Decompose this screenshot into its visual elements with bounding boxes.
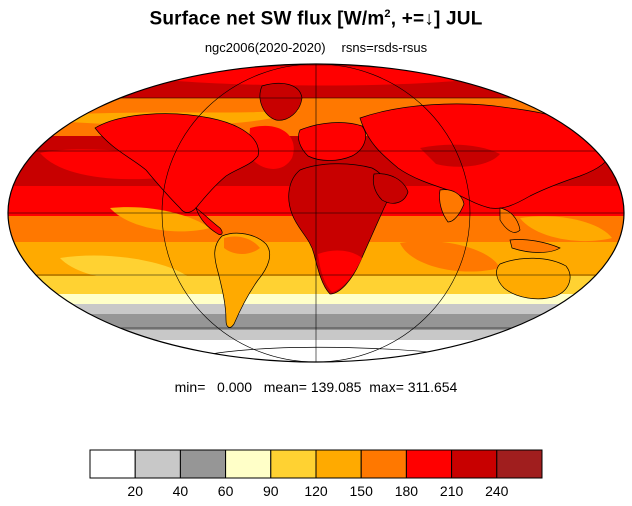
land-central-asia	[420, 144, 500, 167]
colorbar-tick-label: 90	[263, 483, 279, 499]
map-title: Surface net SW flux [W/m2, +=↓] JUL	[149, 8, 483, 30]
map-border	[7, 63, 625, 363]
colorbar-tick-label: 40	[173, 483, 189, 499]
colorbar-box	[496, 449, 543, 479]
land-indonesia	[509, 239, 561, 253]
colorbar-tick-label: 120	[304, 483, 328, 499]
subtitle-model: ngc2006(2020-2020)	[204, 40, 326, 55]
land-arabia	[372, 173, 409, 204]
land-south-america	[214, 232, 270, 328]
colorbar-box	[179, 449, 227, 479]
land-sa-north	[224, 236, 260, 254]
mollweide-map	[7, 63, 625, 363]
map-field	[8, 64, 624, 362]
land-north-america	[94, 113, 259, 213]
patch-indian	[400, 240, 500, 272]
subtitle-variable: rsns=rsds-rsus	[341, 40, 428, 55]
colorbar: 20 40 60 90 120 150 180 210 240	[89, 449, 543, 499]
land-new-zealand	[589, 303, 598, 315]
colorbar-tick-label: 20	[127, 483, 143, 499]
colorbar-tick-label: 240	[485, 483, 509, 499]
land-india	[439, 189, 465, 223]
map-statistics: min= 0.000 mean= 139.085 max= 311.654	[174, 379, 458, 395]
meridian-90	[161, 64, 471, 362]
land-australia	[496, 257, 571, 300]
colorbar-box	[225, 449, 272, 479]
land-central-america	[195, 207, 223, 235]
map-subtitle: ngc2006(2020-2020) rsns=rsds-rsus	[0, 40, 632, 55]
colorbar-box	[270, 449, 317, 479]
colorbar-box	[405, 449, 453, 479]
land-africa-south	[318, 250, 362, 292]
colorbar-tick-label: 60	[218, 483, 234, 499]
colorbar-box	[134, 449, 181, 479]
land-greenland	[259, 83, 303, 121]
colorbar-tick-label: 180	[395, 483, 419, 499]
patch-west-pacific	[520, 216, 612, 242]
colorbar-box	[360, 449, 407, 479]
colorbar-box	[451, 449, 498, 479]
land-southeast-asia	[499, 207, 521, 233]
colorbar-tick-label: 150	[350, 483, 374, 499]
land-africa	[288, 163, 389, 295]
land-antarctica	[199, 346, 481, 362]
colorbar-box	[89, 449, 136, 479]
colorbar-tick-label: 210	[440, 483, 464, 499]
patch-arctic-cap	[150, 66, 480, 86]
patch-atlantic-north	[248, 125, 294, 169]
colorbar-box	[315, 449, 362, 479]
